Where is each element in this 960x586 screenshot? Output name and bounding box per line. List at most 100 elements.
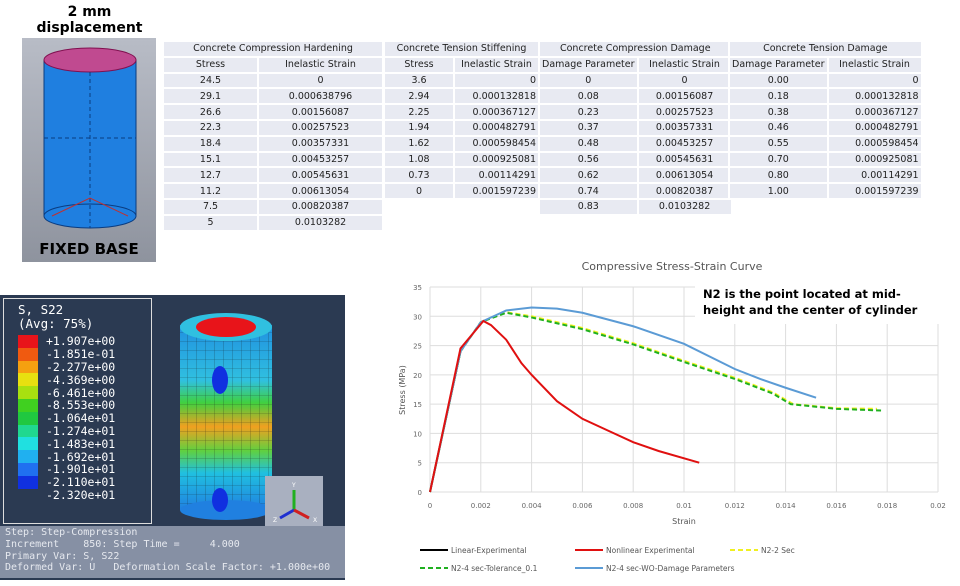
table-row: 15.1 0.00453257 (162, 150, 384, 169)
table-row: 0.00 0 (728, 71, 923, 90)
legend-value: -1.851e-01 (46, 347, 116, 362)
table-cell: 0.73 (383, 166, 455, 185)
table-cell: 24.5 (162, 71, 259, 90)
table-row: 0 0.001597239 (383, 182, 540, 200)
x-tick-label: 0.006 (572, 502, 593, 510)
cylinder-mesh-icon (43, 47, 137, 229)
y-tick-label: 15 (413, 401, 422, 409)
model-title: 2 mm displacement (36, 4, 143, 36)
svg-text:Z: Z (273, 517, 277, 524)
table-cell: 0.00357331 (257, 134, 384, 153)
table-cell: 2.94 (383, 87, 455, 106)
table-cell: 0.000132818 (453, 87, 540, 106)
table-cell: 1.94 (383, 118, 455, 137)
legend-swatch (18, 373, 38, 387)
legend-value: -2.110e+01 (46, 475, 116, 490)
series-line-n2-2-sec (429, 311, 878, 493)
table-cell: 0.001597239 (826, 182, 923, 200)
contour-legend: S, S22 (Avg: 75%) +1.907e+00 -1.851e-01 -2… (3, 298, 152, 524)
x-tick-label: 0.018 (877, 502, 897, 510)
series-line-nonlinear-experimental (429, 319, 700, 493)
table-row: 22.3 0.00257523 (162, 118, 384, 137)
table-cell: 0.00820387 (257, 197, 384, 216)
annotation-line2: height and the center of cylinder (703, 303, 918, 317)
table-cell: 0.000638796 (257, 87, 384, 106)
table-row: 0.08 0.00156087 (538, 87, 733, 106)
table-cell: 0.55 (728, 134, 829, 153)
table-cell: 0.00156087 (257, 103, 384, 121)
legend-avg: (Avg: 75%) (18, 316, 94, 331)
annotation-bg (695, 282, 957, 324)
legend-label: N2-4 sec-Tolerance_0.1 (451, 564, 538, 573)
table-cell: 0 (383, 182, 455, 200)
table-cell: 0.00820387 (636, 182, 733, 200)
table-row: 0.37 0.00357331 (538, 118, 733, 137)
table-cell: 0.00257523 (257, 118, 384, 137)
legend-label: Nonlinear Experimental (606, 546, 695, 555)
table-row: 3.6 0 (383, 71, 540, 90)
column-header: Inelastic Strain (826, 55, 923, 74)
table-cell: 26.6 (162, 103, 259, 121)
x-axis-label: Strain (672, 517, 696, 526)
table-row: 0.18 0.000132818 (728, 87, 923, 106)
y-tick-label: 5 (418, 460, 422, 468)
legend-label: N2-2 Sec (761, 546, 795, 555)
table-cell: 11.2 (162, 182, 259, 200)
table-cell: 0.83 (538, 197, 639, 216)
legend-swatch (18, 424, 38, 438)
table-row: 5 0.0103282 (162, 213, 384, 232)
legend-swatch (18, 437, 38, 451)
table-row: 0.56 0.00545631 (538, 150, 733, 169)
table-cell: 15.1 (162, 150, 259, 169)
table-row: 1.00 0.001597239 (728, 182, 923, 200)
table-row: 12.7 0.00545631 (162, 166, 384, 185)
y-tick-label: 0 (418, 489, 422, 497)
x-tick-label: 0.008 (623, 502, 643, 510)
legend-swatch (18, 335, 38, 348)
fixed-base-label: FIXED BASE (39, 240, 139, 258)
table-cell: 0.62 (538, 166, 639, 185)
table-cell: 0.00545631 (257, 166, 384, 185)
table-cell: 0.23 (538, 103, 639, 121)
table-cell: 0 (257, 71, 384, 90)
table-row: 0.38 0.000367127 (728, 103, 923, 121)
table-cell: 0.80 (728, 166, 829, 185)
legend-value: -6.461e+00 (46, 385, 116, 400)
table-row: 0.55 0.000598454 (728, 134, 923, 153)
table-concrete-compression-damage: Concrete Compression Damage Damage Parame… (538, 40, 733, 216)
table-cell: 0.00 (728, 71, 829, 90)
legend-swatch (18, 489, 38, 502)
legend-label: N2-4 sec-WO-Damage Parameters (606, 564, 735, 573)
x-tick-label: 0.016 (826, 502, 847, 510)
fea-result-panel: S, S22 (Avg: 75%) +1.907e+00 -1.851e-01 -2… (0, 295, 345, 580)
column-header: Stress (383, 55, 455, 74)
status-deformed-var: Deformed Var: U Deformation Scale Factor… (5, 562, 331, 574)
table-cell: 2.25 (383, 103, 455, 121)
column-header: Damage Parameter (728, 55, 829, 74)
status-step: Step: Step-Compression (5, 527, 138, 538)
legend-value: -4.369e+00 (46, 372, 116, 387)
table-row: 2.94 0.000132818 (383, 87, 540, 106)
table-cell: 29.1 (162, 87, 259, 106)
table-cell: 0.38 (728, 103, 829, 121)
legend-value: -1.692e+01 (46, 449, 116, 464)
series-line-n2-4-sec-wo-damage-parameters (429, 306, 817, 493)
table-cell: 0.001597239 (453, 182, 540, 200)
table-row: 0.48 0.00453257 (538, 134, 733, 153)
table-cell: 0.56 (538, 150, 639, 169)
table-title: Concrete Tension Damage (728, 40, 923, 58)
chart-svg: Compressive Stress-Strain Curve 0 5 10 15 20 2… (398, 260, 957, 573)
table-row: 7.5 0.00820387 (162, 197, 384, 216)
y-tick-label: 20 (413, 372, 422, 380)
table-cell: 0.00545631 (636, 150, 733, 169)
table-concrete-tension-damage: Concrete Tension Damage Damage Parameter I… (728, 40, 923, 200)
table-row: 18.4 0.00357331 (162, 134, 384, 153)
legend-swatch (18, 360, 38, 374)
table-cell: 0.18 (728, 87, 829, 106)
table-cell: 12.7 (162, 166, 259, 185)
column-header: Inelastic Strain (257, 55, 384, 74)
table-cell: 0.00114291 (453, 166, 540, 185)
table-row: 1.62 0.000598454 (383, 134, 540, 153)
table-cell: 0.00357331 (636, 118, 733, 137)
table-cell: 0.0103282 (257, 213, 384, 232)
